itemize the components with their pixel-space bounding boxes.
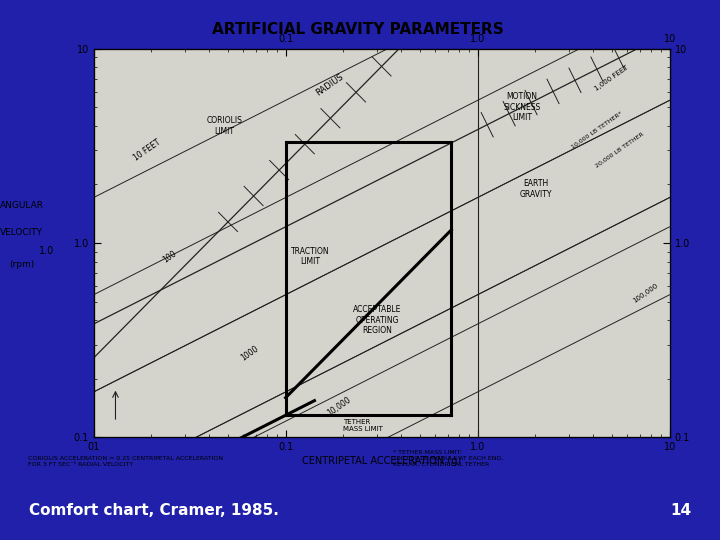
Text: 100,000: 100,000: [632, 282, 660, 305]
Text: 1,000 FEET: 1,000 FEET: [594, 65, 630, 92]
Text: (rpm): (rpm): [9, 260, 35, 269]
Text: Comfort chart, Cramer, 1985.: Comfort chart, Cramer, 1985.: [29, 503, 279, 518]
Text: 10,000 LB TETHER*: 10,000 LB TETHER*: [571, 111, 624, 150]
Text: TRACTION
LIMIT: TRACTION LIMIT: [292, 247, 330, 266]
Text: 20,000 LB TETHER: 20,000 LB TETHER: [595, 132, 645, 169]
Text: 1000: 1000: [239, 345, 260, 363]
Text: 100: 100: [161, 249, 179, 265]
Text: MOTION
SICKNESS
LIMIT: MOTION SICKNESS LIMIT: [503, 92, 541, 122]
Text: TETHER
MASS LIMIT: TETHER MASS LIMIT: [343, 419, 383, 432]
Text: 10 FEET: 10 FEET: [132, 138, 162, 163]
Text: * TETHER MASS LIMIT:
100,000 LB MODULE AT EACH END,
KEVLAR, CYLINDRICAL TETHER: * TETHER MASS LIMIT: 100,000 LB MODULE A…: [392, 450, 503, 467]
Text: RADIUS: RADIUS: [315, 72, 346, 98]
Text: 1.0: 1.0: [39, 246, 55, 256]
Text: ACCEPTABLE
OPERATING
REGION: ACCEPTABLE OPERATING REGION: [353, 306, 401, 335]
Text: CORIOLIS
LIMIT: CORIOLIS LIMIT: [207, 116, 243, 136]
Text: CORIOLIS ACCELERATION = 0.25 CENTRIPETAL ACCELERATION
FOR 3 FT SEC⁻¹ RADIAL VELO: CORIOLIS ACCELERATION = 0.25 CENTRIPETAL…: [28, 456, 223, 467]
X-axis label: CENTRIPETAL ACCELERATION (g): CENTRIPETAL ACCELERATION (g): [302, 456, 462, 467]
Text: EARTH
GRAVITY: EARTH GRAVITY: [519, 179, 552, 199]
Text: ARTIFICIAL GRAVITY PARAMETERS: ARTIFICIAL GRAVITY PARAMETERS: [212, 23, 504, 37]
Text: ANGULAR: ANGULAR: [0, 201, 44, 210]
Text: VELOCITY: VELOCITY: [0, 228, 43, 237]
Text: 14: 14: [670, 503, 691, 518]
Text: 10,000: 10,000: [325, 395, 353, 417]
